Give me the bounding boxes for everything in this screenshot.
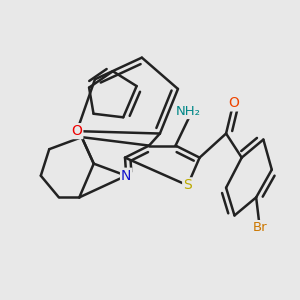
- Text: NH₂: NH₂: [176, 105, 201, 118]
- Text: O: O: [228, 96, 239, 110]
- Text: S: S: [183, 178, 192, 192]
- Text: O: O: [71, 124, 82, 138]
- Text: Br: Br: [252, 221, 267, 234]
- Text: N: N: [121, 169, 131, 183]
